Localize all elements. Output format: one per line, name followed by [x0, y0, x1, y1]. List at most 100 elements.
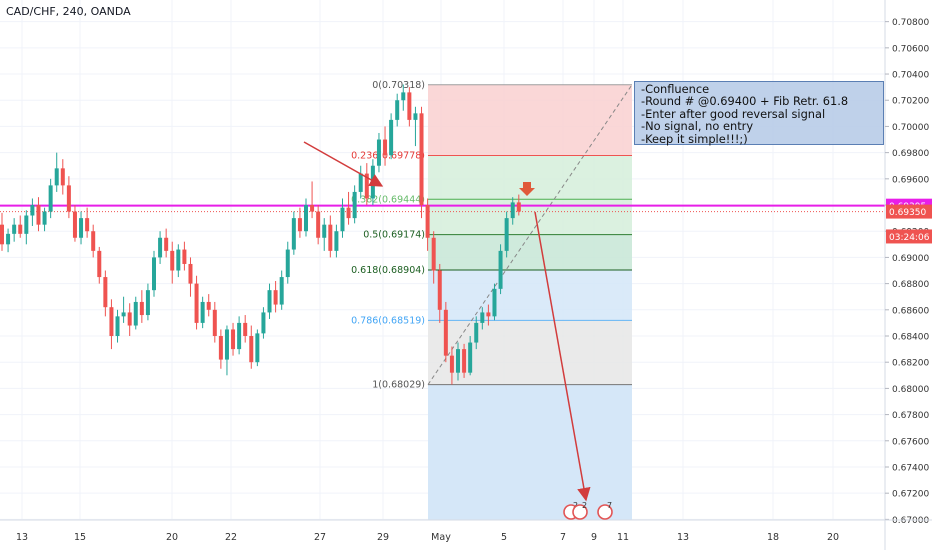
- candle-body: [510, 202, 515, 219]
- candle-body: [322, 224, 327, 238]
- candle: [498, 244, 503, 295]
- price-badge-bg: [886, 229, 932, 244]
- candle-body: [383, 139, 388, 156]
- candle: [12, 218, 17, 242]
- candle-body: [30, 205, 35, 216]
- time-tick-label: 18: [767, 532, 779, 543]
- candle-body: [395, 100, 400, 120]
- event-marker-count: 2: [582, 501, 587, 510]
- time-tick-label: 7: [560, 532, 566, 543]
- candle: [66, 176, 71, 219]
- candle-body: [273, 290, 278, 305]
- candle: [85, 207, 90, 238]
- price-tick-label: 0.67200: [892, 490, 929, 500]
- candle-body: [456, 349, 460, 373]
- candle: [516, 194, 521, 216]
- candle-body: [376, 139, 381, 166]
- candle: [182, 241, 187, 271]
- price-tick-label: 0.68000: [892, 385, 929, 395]
- candle-body: [170, 250, 175, 271]
- candle-body: [121, 312, 126, 317]
- candle: [504, 211, 509, 258]
- candle-body: [328, 224, 333, 251]
- candle-body: [133, 301, 138, 326]
- trend-arrow-out[interactable]: [534, 211, 591, 502]
- candle: [139, 290, 144, 323]
- price-tick-label: 0.70600: [892, 44, 929, 54]
- candle: [407, 87, 412, 127]
- candle-body: [79, 218, 84, 238]
- price-tick-label: 0.68800: [892, 280, 929, 290]
- candle-body: [115, 316, 120, 337]
- candle-body: [103, 277, 108, 308]
- candle: [24, 210, 29, 245]
- trend-arrow-in[interactable]: [303, 141, 384, 187]
- candle-body: [413, 113, 418, 120]
- candle: [176, 244, 181, 278]
- candle: [109, 299, 114, 350]
- candle-body: [6, 233, 11, 245]
- fib-level-label: 0(0.70318): [372, 80, 425, 91]
- candle: [42, 207, 47, 232]
- candle: [285, 241, 290, 284]
- note-line: -Enter after good reversal signal: [641, 106, 826, 121]
- candle-body: [516, 202, 521, 212]
- fib-zone: [428, 234, 632, 270]
- candle: [413, 106, 418, 147]
- candle-body: [145, 290, 150, 316]
- candle-body: [291, 218, 296, 250]
- candle: [103, 270, 108, 317]
- candle-body: [304, 205, 308, 232]
- event-marker-ring: [597, 504, 613, 520]
- candle-body: [182, 249, 187, 264]
- candle: [510, 197, 515, 225]
- candle-body: [97, 250, 102, 278]
- event-marker-count: 7: [607, 501, 612, 510]
- symbol-label: CAD/CHF, 240, OANDA: [6, 5, 131, 18]
- price-badge-bg: [886, 204, 932, 219]
- candle-body: [212, 309, 217, 337]
- candle-body: [486, 312, 491, 317]
- note-line: -Confluence: [641, 82, 710, 96]
- trade-note[interactable]: -Confluence -Round # @0.69400 + Fib Retr…: [634, 81, 884, 145]
- time-axis[interactable]: 13 15 20 22 27 29 May 5 7 9 11 13 18 20: [0, 519, 932, 543]
- candle-body: [474, 322, 479, 343]
- candle-body: [255, 333, 260, 363]
- candle-body: [480, 312, 485, 323]
- candle: [419, 106, 424, 219]
- candle: [170, 241, 175, 284]
- candle-body: [109, 307, 114, 337]
- candle: [267, 283, 272, 319]
- price-badge-label: 0.69350: [889, 208, 926, 218]
- price-axis[interactable]: 0.70800 0.70600 0.70400 0.70200 0.70000 0.698…: [884, 0, 932, 550]
- price-tick-label: 0.67000: [892, 516, 929, 526]
- time-tick-label: 20: [827, 532, 839, 543]
- candle: [383, 126, 388, 166]
- candle-body: [407, 92, 412, 120]
- fib-level-label: 0.786(0.68519): [351, 315, 425, 326]
- candle-body: [237, 322, 242, 350]
- candle: [261, 307, 266, 339]
- time-tick-label: 22: [225, 532, 237, 543]
- price-badge: 03:24:06: [886, 229, 932, 244]
- candle: [322, 218, 327, 251]
- note-line: -No signal, no entry: [641, 119, 754, 134]
- candle-body: [334, 231, 339, 251]
- candle: [468, 336, 473, 376]
- candle: [492, 283, 497, 321]
- candle-body: [261, 312, 266, 334]
- candle: [30, 198, 35, 226]
- time-tick-label: 13: [16, 532, 28, 543]
- candle-body: [340, 207, 345, 232]
- event-marker-icon: 2: [572, 501, 588, 520]
- note-line: -Round # @0.69400 + Fib Retr. 61.8: [641, 94, 849, 109]
- candle: [127, 303, 132, 337]
- price-tick-label: 0.68400: [892, 333, 929, 343]
- price-tick-label: 0.70800: [892, 18, 929, 28]
- time-tick-label: 9: [591, 532, 597, 543]
- candle-body: [243, 322, 248, 337]
- candle: [297, 207, 302, 238]
- candle-body: [0, 224, 4, 245]
